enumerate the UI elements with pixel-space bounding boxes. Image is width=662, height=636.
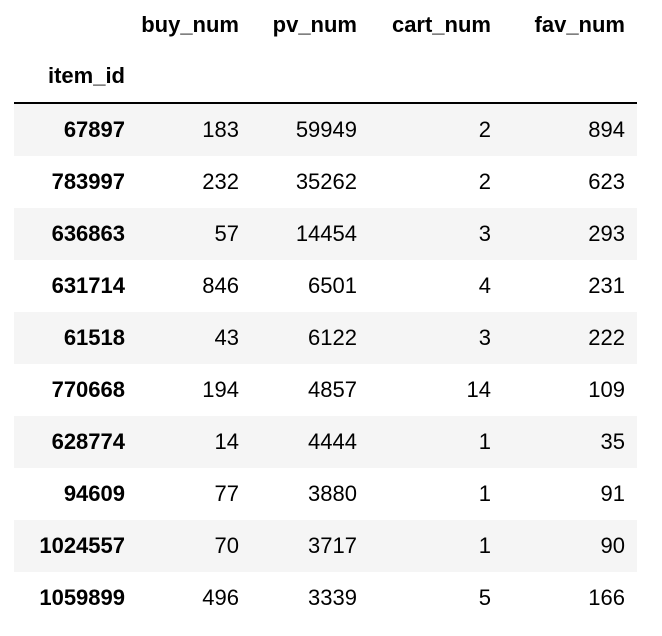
cell-buy-num: 232 (202, 169, 239, 194)
cell-pv-num: 6501 (308, 273, 357, 298)
dataframe-container: buy_num pv_num cart_num fav_num item_id … (14, 0, 637, 624)
cell-pv-num: 3880 (308, 481, 357, 506)
table-body: 67897 183 59949 2 894 783997 232 35262 2… (14, 103, 637, 624)
row-index-item-id: 636863 (51, 221, 125, 246)
cell-buy-num: 14 (214, 429, 239, 454)
table-row: 94609 77 3880 1 91 (14, 468, 637, 520)
cell-buy-num: 496 (202, 585, 239, 610)
row-index-item-id: 67897 (63, 117, 125, 142)
cell-pv-num: 59949 (295, 117, 357, 142)
cell-fav-num: 293 (588, 221, 625, 246)
cell-cart-num: 1 (478, 481, 491, 506)
table-row: 783997 232 35262 2 623 (14, 156, 637, 208)
cell-pv-num: 4857 (308, 377, 357, 402)
cell-cart-num: 1 (478, 429, 491, 454)
cell-fav-num: 109 (588, 377, 625, 402)
table-row: 61518 43 6122 3 222 (14, 312, 637, 364)
cell-cart-num: 4 (478, 273, 491, 298)
row-index-item-id: 783997 (51, 169, 125, 194)
cell-buy-num: 57 (214, 221, 239, 246)
cell-buy-num: 70 (214, 533, 239, 558)
table-header: buy_num pv_num cart_num fav_num item_id (14, 0, 637, 104)
cell-cart-num: 2 (478, 117, 491, 142)
cell-cart-num: 3 (478, 325, 491, 350)
table-row: 1024557 70 3717 1 90 (14, 520, 637, 572)
cell-pv-num: 4444 (308, 429, 357, 454)
row-index-item-id: 94609 (63, 481, 125, 506)
cell-buy-num: 846 (202, 273, 239, 298)
column-header-fav-num: fav_num (534, 12, 625, 37)
cell-fav-num: 90 (600, 533, 625, 558)
cell-buy-num: 183 (202, 117, 239, 142)
cell-cart-num: 14 (466, 377, 491, 402)
row-index-item-id: 770668 (51, 377, 125, 402)
cell-pv-num: 3339 (308, 585, 357, 610)
row-index-item-id: 1059899 (39, 585, 125, 610)
table-row: 628774 14 4444 1 35 (14, 416, 637, 468)
cell-cart-num: 5 (478, 585, 491, 610)
index-header-row: item_id (14, 50, 637, 104)
cell-fav-num: 35 (600, 429, 625, 454)
cell-pv-num: 14454 (295, 221, 357, 246)
row-index-item-id: 61518 (63, 325, 125, 350)
cell-cart-num: 2 (478, 169, 491, 194)
column-header-cart-num: cart_num (391, 12, 491, 37)
row-index-item-id: 628774 (51, 429, 125, 454)
index-row-blank (251, 50, 369, 104)
cell-pv-num: 6122 (308, 325, 357, 350)
cell-cart-num: 1 (478, 533, 491, 558)
index-name-header: item_id (14, 50, 131, 104)
table-row: 631714 846 6501 4 231 (14, 260, 637, 312)
cell-cart-num: 3 (478, 221, 491, 246)
cell-fav-num: 231 (588, 273, 625, 298)
cell-pv-num: 35262 (295, 169, 357, 194)
table-row: 770668 194 4857 14 109 (14, 364, 637, 416)
cell-fav-num: 894 (588, 117, 625, 142)
index-row-blank (131, 50, 251, 104)
cell-pv-num: 3717 (308, 533, 357, 558)
index-row-blank (503, 50, 637, 104)
cell-buy-num: 43 (214, 325, 239, 350)
cell-fav-num: 91 (600, 481, 625, 506)
cell-buy-num: 77 (214, 481, 239, 506)
index-row-blank (369, 50, 503, 104)
cell-fav-num: 623 (588, 169, 625, 194)
column-header-pv-num: pv_num (272, 12, 357, 37)
cell-buy-num: 194 (202, 377, 239, 402)
column-header-row: buy_num pv_num cart_num fav_num (14, 0, 637, 50)
table-row: 67897 183 59949 2 894 (14, 103, 637, 156)
dataframe-table: buy_num pv_num cart_num fav_num item_id … (14, 0, 637, 624)
table-row: 1059899 496 3339 5 166 (14, 572, 637, 624)
cell-fav-num: 222 (588, 325, 625, 350)
header-corner-blank (14, 0, 131, 50)
column-header-buy-num: buy_num (141, 12, 239, 37)
row-index-item-id: 631714 (51, 273, 125, 298)
cell-fav-num: 166 (588, 585, 625, 610)
row-index-item-id: 1024557 (39, 533, 125, 558)
table-row: 636863 57 14454 3 293 (14, 208, 637, 260)
